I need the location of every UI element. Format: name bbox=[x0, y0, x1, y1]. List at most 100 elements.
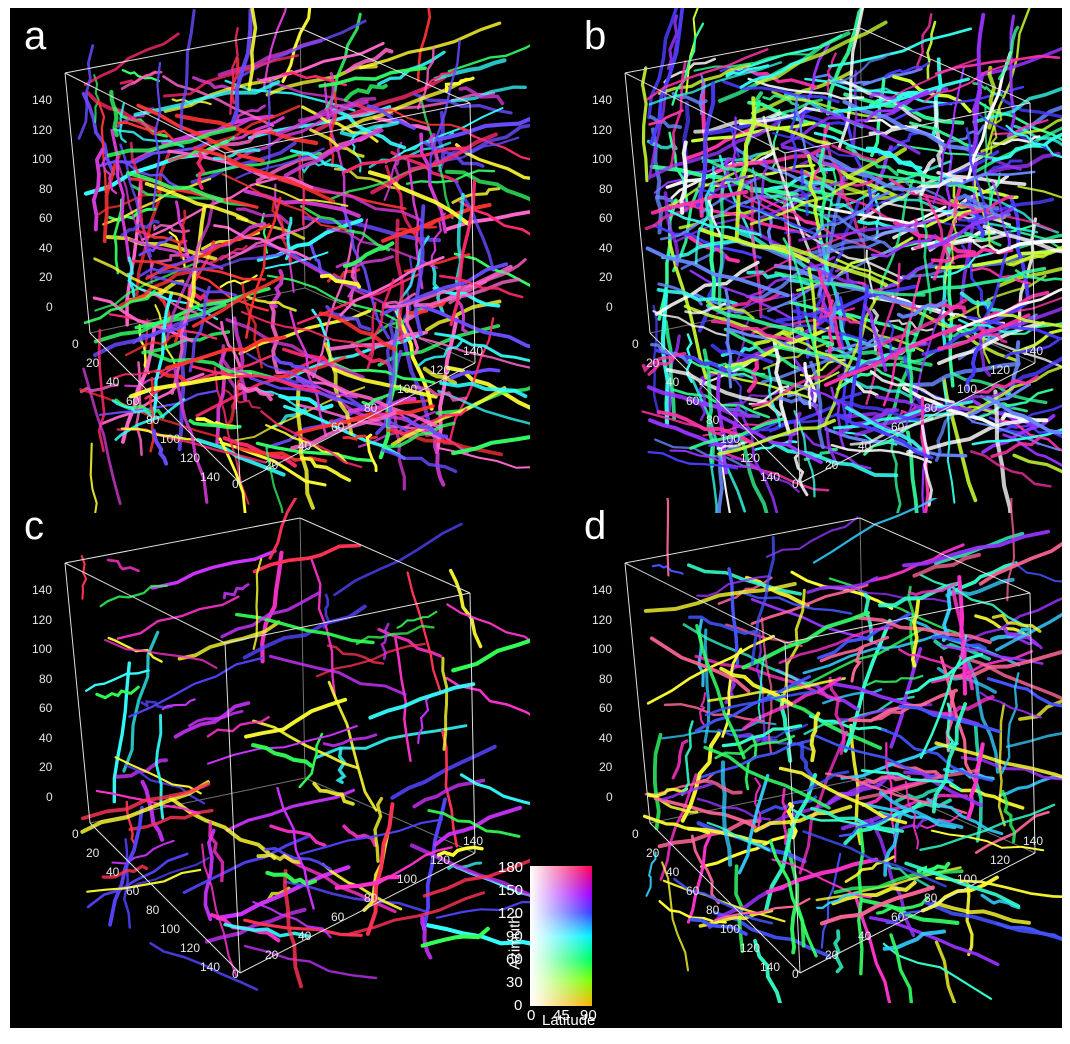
fiber-strand bbox=[986, 677, 1062, 708]
fiber-strand bbox=[831, 144, 877, 162]
fiber-strand bbox=[830, 52, 891, 84]
box-edge bbox=[649, 822, 801, 974]
fiber-strand bbox=[252, 543, 362, 574]
fiber-strand bbox=[427, 809, 521, 838]
fiber-strand bbox=[845, 145, 899, 177]
fiber-strand bbox=[196, 151, 206, 190]
fiber-strand bbox=[647, 787, 689, 798]
box-edge bbox=[784, 592, 1031, 644]
fiber-strand bbox=[451, 435, 530, 456]
fiber-strand bbox=[178, 209, 187, 259]
fiber-strand bbox=[915, 266, 1047, 296]
fiber-strand bbox=[965, 883, 974, 957]
fiber-strand bbox=[86, 852, 189, 909]
fiber-strand bbox=[368, 682, 476, 720]
fiber-strand bbox=[91, 147, 105, 232]
z-axis-tick: 60 bbox=[891, 420, 905, 434]
fiber-strand bbox=[268, 654, 407, 696]
fiber-strand bbox=[140, 779, 165, 842]
fiber-strand bbox=[898, 648, 963, 670]
fiber-strand bbox=[108, 805, 144, 927]
y-axis-tick: 100 bbox=[592, 642, 613, 656]
box-edge bbox=[64, 517, 301, 564]
fiber-strand bbox=[266, 274, 404, 325]
x-axis-tick: 20 bbox=[86, 356, 100, 370]
fiber-strand bbox=[322, 733, 378, 748]
fiber-strand bbox=[390, 386, 507, 447]
fiber-strand bbox=[819, 635, 890, 663]
fiber-strand bbox=[760, 795, 818, 815]
fiber-strand bbox=[649, 115, 682, 129]
fiber-strand bbox=[290, 410, 397, 451]
fiber-strand bbox=[101, 864, 149, 879]
fiber-strand bbox=[809, 227, 918, 256]
box-edge bbox=[624, 72, 786, 154]
fiber-strand bbox=[678, 200, 807, 235]
fiber-strand bbox=[318, 66, 427, 88]
y-axis-tick: 80 bbox=[39, 181, 53, 196]
x-axis-tick: 80 bbox=[706, 903, 720, 917]
fiber-strand bbox=[836, 371, 875, 391]
panel-c-render bbox=[64, 498, 530, 991]
fiber-strand bbox=[647, 352, 687, 376]
fiber-strand bbox=[454, 193, 465, 300]
y-axis-tick: 40 bbox=[599, 240, 613, 255]
azimuth-tick: 120 bbox=[498, 905, 524, 922]
fiber-strand bbox=[838, 312, 924, 353]
fiber-strand bbox=[820, 108, 921, 155]
fiber-strand bbox=[723, 327, 808, 373]
latitude-tick: 45 bbox=[553, 1007, 570, 1024]
y-axis-tick: 40 bbox=[599, 730, 613, 745]
azimuth-tick: 90 bbox=[506, 928, 523, 945]
fiber-strand bbox=[854, 897, 892, 1003]
y-axis-tick: 60 bbox=[599, 211, 613, 225]
fiber-strand bbox=[724, 288, 733, 389]
fiber-strand bbox=[798, 218, 937, 242]
fiber-strand bbox=[666, 14, 679, 70]
fiber-strand bbox=[690, 834, 721, 905]
fiber-strand bbox=[361, 386, 404, 407]
fiber-strand bbox=[396, 610, 438, 629]
fiber-strand bbox=[458, 86, 505, 106]
fiber-strand bbox=[871, 702, 927, 721]
fiber-strand bbox=[661, 861, 690, 972]
fiber-strand bbox=[81, 782, 211, 821]
fiber-strand bbox=[366, 104, 416, 130]
fiber-strand bbox=[97, 141, 210, 168]
azimuth-tick: 60 bbox=[506, 951, 523, 968]
x-axis-tick: 20 bbox=[646, 356, 660, 370]
fiber-strand bbox=[960, 756, 1062, 781]
fiber-strand bbox=[857, 281, 894, 298]
fiber-strand bbox=[173, 701, 251, 739]
fiber-strand bbox=[80, 555, 88, 600]
figure-stage: a 140 120 100 80 60 40 20 0 0 20 40 60 80 100 120 140 0 2… bbox=[10, 8, 1062, 1028]
x-axis-tick: 0 bbox=[72, 827, 79, 841]
fiber-strand bbox=[698, 73, 707, 116]
fiber-strand bbox=[262, 8, 288, 89]
fiber-strand bbox=[919, 573, 1029, 628]
fiber-strand bbox=[919, 803, 1056, 851]
fiber-strand bbox=[716, 440, 750, 450]
z-axis-tick: 80 bbox=[364, 401, 378, 415]
panel-a: a 140 120 100 80 60 40 20 0 0 20 40 60 80 100 120 140 0 2… bbox=[10, 8, 530, 513]
fiber-strand bbox=[252, 557, 263, 650]
fiber-strand bbox=[661, 782, 714, 801]
fiber-strand bbox=[717, 362, 766, 376]
y-axis-tick: 140 bbox=[32, 93, 53, 107]
box-edge bbox=[624, 517, 861, 564]
fiber-strand bbox=[422, 858, 530, 898]
fiber-strand bbox=[243, 918, 363, 937]
x-axis-tick: 140 bbox=[200, 960, 221, 974]
fiber-strand bbox=[877, 581, 960, 608]
fiber-strand bbox=[701, 156, 835, 197]
fiber-strand bbox=[682, 623, 811, 689]
fiber-strand bbox=[417, 340, 463, 367]
fiber-strand bbox=[843, 92, 965, 125]
fiber-strand bbox=[394, 637, 412, 763]
fiber-strand bbox=[150, 549, 277, 590]
fiber-strand bbox=[1005, 731, 1062, 749]
fiber-strand bbox=[385, 316, 396, 387]
box-edge bbox=[299, 517, 306, 779]
z-axis-tick: 20 bbox=[825, 458, 839, 472]
fiber-strand bbox=[132, 322, 189, 345]
